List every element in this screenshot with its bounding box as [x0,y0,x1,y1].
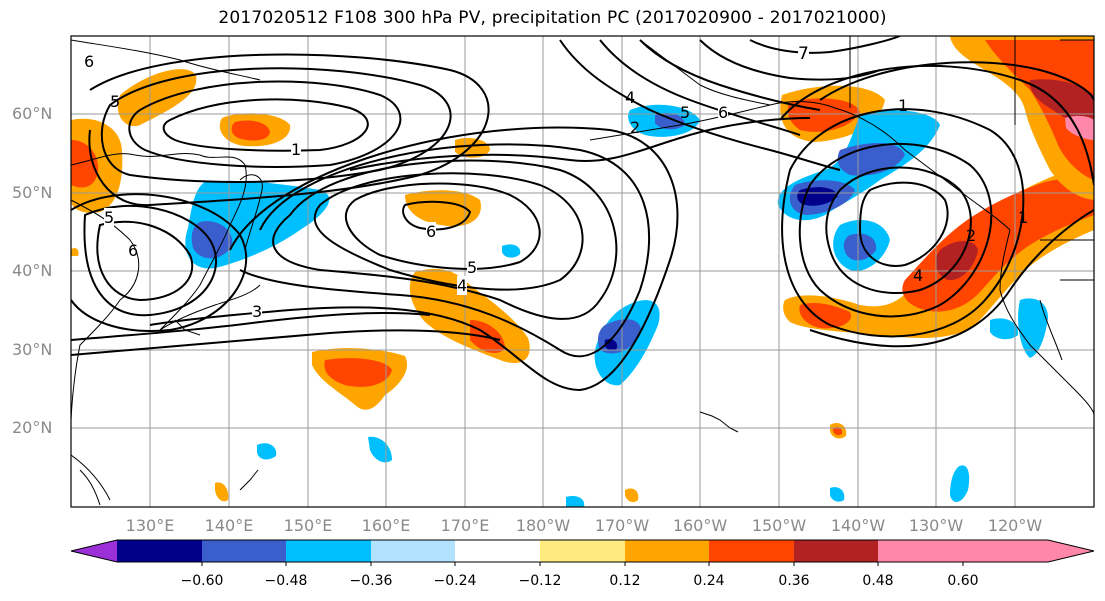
colorbar-bin [794,540,878,562]
colorbar-tick-label: 0.12 [609,573,641,589]
colorbar-tick-label: 0.48 [862,573,894,589]
colorbar-tick-label: 0.36 [778,573,810,589]
colorbar-bin [709,540,794,562]
lat-label-50n: 50°N [12,183,53,202]
contour-label: 2 [966,226,977,245]
lon-label: 150°E [283,516,333,535]
colorbar-bin [202,540,286,562]
contour-label: 7 [798,44,809,64]
contour-label: 6 [718,103,729,122]
contour-label: 5 [680,103,691,122]
lon-label: 140°E [204,516,254,535]
colorbar [70,539,1095,566]
colorbar-bin [117,540,202,562]
colorbar-tick-label: −0.60 [180,573,224,589]
colorbar-tick-label: 0.60 [947,573,979,589]
contour-label: 4 [913,266,924,285]
contour-label: 6 [426,222,437,241]
contour-label: 1 [291,140,302,159]
lon-label: 170°W [594,516,650,535]
map-field [71,36,1094,507]
lon-label: 150°W [751,516,807,535]
contour-label: 1 [1018,208,1029,227]
colorbar-tick-label: 0.24 [693,573,725,589]
colorbar-bin [371,540,455,562]
pv-contours [71,36,1094,392]
colorbar-tick-label: −0.12 [518,573,562,589]
contour-label: 6 [128,241,139,260]
colorbar-extend-low [71,540,117,562]
lon-label: 140°W [830,516,886,535]
contour-label: 6 [84,52,95,71]
lon-label: 180°W [515,516,571,535]
colorbar-bin [625,540,709,562]
contour-label: 4 [457,276,468,295]
colorbar-bin [286,540,371,562]
colorbar-bin [963,540,1048,562]
lon-label: 120°W [987,516,1043,535]
colorbar-bin [878,540,963,562]
contour-label: 1 [898,96,909,115]
lat-label-40n: 40°N [12,261,53,280]
colorbar-extend-high [1048,540,1094,562]
colorbar-tick-label: −0.24 [433,573,477,589]
lat-label-30n: 30°N [12,340,53,359]
colorbar-bin [540,540,625,562]
lon-label: 170°E [440,516,490,535]
graticule [71,36,1094,507]
lat-label-20n: 20°N [12,418,53,437]
contour-label: 2 [630,118,641,137]
lon-label: 130°W [908,516,964,535]
lat-label-60n: 60°N [12,104,53,123]
colorbar-tick-label: −0.36 [349,573,393,589]
contour-label: 4 [625,88,636,107]
contour-label: 5 [104,208,115,227]
map-title: 2017020512 F108 300 hPa PV, precipitatio… [218,8,887,28]
lon-label: 160°E [361,516,411,535]
contour-label: 3 [252,302,263,321]
map-frame [70,35,1095,508]
contour-label: 5 [110,92,121,111]
lon-label: 130°E [125,516,175,535]
colorbar-tick-label: −0.48 [264,573,308,589]
contour-label: 5 [467,258,478,277]
colorbar-bin [455,540,540,562]
lon-label: 160°W [672,516,728,535]
